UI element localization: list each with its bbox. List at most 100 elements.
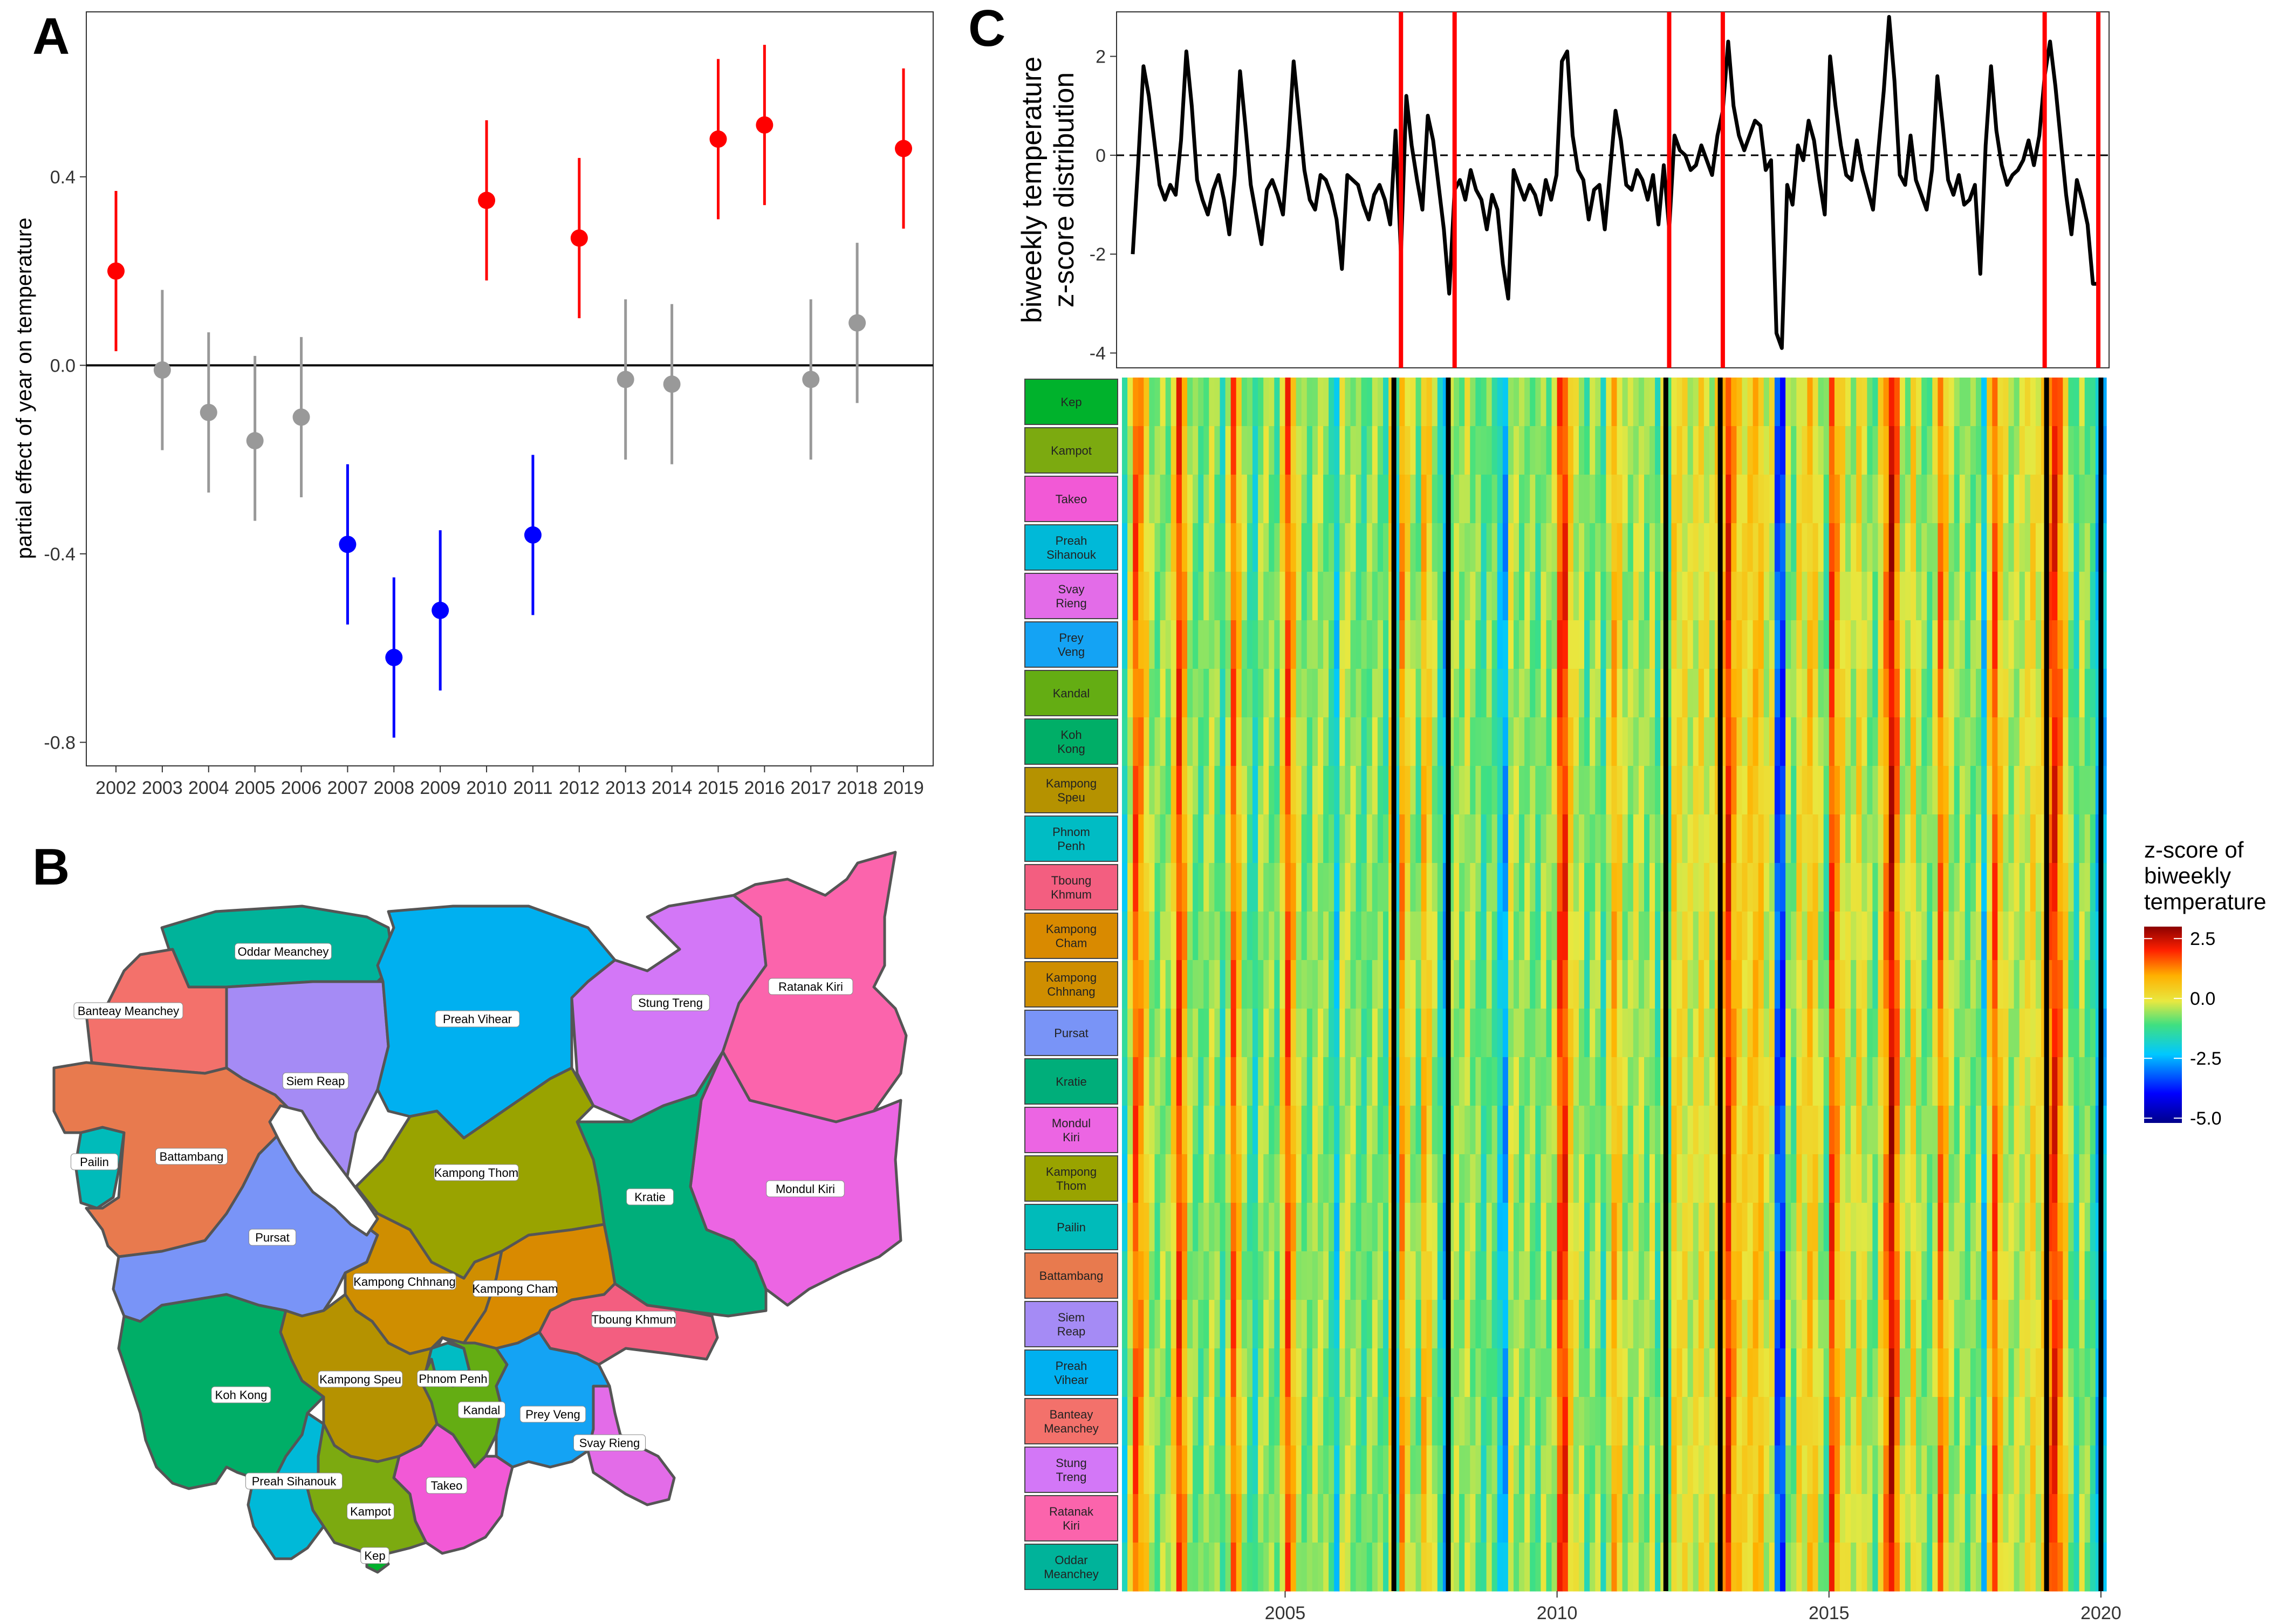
heatmap-cell <box>1638 669 1645 718</box>
heatmap-cell <box>1845 378 1851 427</box>
heatmap-cell <box>1660 669 1666 718</box>
heatmap-cell <box>1671 1251 1678 1300</box>
row-strip-label: Rieng <box>1056 597 1086 610</box>
heatmap-cell <box>1399 717 1405 766</box>
heatmap-cell <box>1992 1348 1998 1397</box>
heatmap-cell <box>1579 1445 1585 1495</box>
heatmap-cell <box>1176 912 1182 961</box>
heatmap-cell <box>1742 426 1748 475</box>
heatmap-cell <box>1361 960 1367 1009</box>
heatmap-cell <box>1519 717 1525 766</box>
heatmap-cell <box>1345 572 1351 621</box>
heatmap-cell <box>2035 1445 2042 1495</box>
heatmap-cell <box>1834 1251 1840 1300</box>
heatmap-cell <box>1627 814 1634 864</box>
heatmap-cell <box>1171 1057 1177 1106</box>
heatmap-cell <box>1916 1348 1922 1397</box>
heatmap-cell <box>2084 523 2091 572</box>
heatmap-cell <box>2073 378 2080 427</box>
legend-tick-label: 0.0 <box>2190 989 2215 1009</box>
heatmap-cell <box>1839 1397 1846 1446</box>
heatmap-cell <box>1753 1009 1759 1058</box>
heatmap-cell <box>1758 426 1764 475</box>
heatmap-cell <box>1415 1300 1422 1349</box>
heatmap-cell <box>1899 1543 1906 1592</box>
map-label-box <box>155 1148 228 1165</box>
heatmap-cell <box>1350 1494 1357 1543</box>
heatmap-cell <box>1747 766 1754 815</box>
row-strip-label: Takeo <box>1056 492 1087 506</box>
heatmap-cell <box>1366 669 1373 718</box>
heatmap-cell <box>2052 766 2058 815</box>
map-label: Banteay Meanchey <box>73 1002 183 1019</box>
heatmap-cell <box>1579 1154 1585 1203</box>
heatmap-cell <box>1470 669 1476 718</box>
heatmap-cell <box>1366 1009 1373 1058</box>
heatmap-cell <box>1726 1300 1731 1349</box>
heatmap-cell <box>1878 475 1884 524</box>
heatmap-cell <box>1676 912 1683 961</box>
heatmap-cell <box>2019 766 2025 815</box>
heatmap-cell <box>1176 960 1182 1009</box>
heatmap-cell <box>1171 1154 1177 1203</box>
heatmap-cell <box>1454 1397 1460 1446</box>
heatmap-cell <box>1573 717 1579 766</box>
heatmap-cell <box>2024 766 2031 815</box>
heatmap-cell <box>1127 1494 1133 1543</box>
heatmap-cell <box>1834 1445 1840 1495</box>
estimate-point <box>848 314 866 332</box>
heatmap-cell <box>1703 912 1710 961</box>
heatmap-cell <box>1927 717 1933 766</box>
heatmap-cell <box>1442 426 1449 475</box>
heatmap-cell <box>1883 766 1890 815</box>
heatmap-cell <box>1644 475 1650 524</box>
heatmap-cell <box>1959 1203 1966 1252</box>
heatmap-cell <box>2090 863 2096 912</box>
heatmap-cell <box>1176 475 1182 524</box>
heatmap-cell <box>1590 1203 1596 1252</box>
heatmap-cell <box>1916 1543 1922 1592</box>
heatmap-cell <box>2052 426 2058 475</box>
heatmap-cell <box>1181 523 1188 572</box>
heatmap-cell <box>1546 1300 1552 1349</box>
heatmap-cell <box>1296 1300 1302 1349</box>
heatmap-cell <box>1655 1251 1661 1300</box>
heatmap-cell <box>1290 766 1297 815</box>
heatmap-cell <box>1943 1057 1949 1106</box>
heatmap-cell <box>2035 572 2042 621</box>
heatmap-cell <box>1290 1251 1297 1300</box>
heatmap-cell <box>2019 669 2025 718</box>
heatmap-cell <box>1818 1397 1824 1446</box>
heatmap-cell <box>1742 1057 1748 1106</box>
heatmap-cell <box>1318 1397 1324 1446</box>
heatmap-cell <box>1655 1300 1661 1349</box>
heatmap-cell <box>2024 960 2031 1009</box>
map-label: Kampong Chhnang <box>353 1273 456 1290</box>
heatmap-cell <box>1193 1251 1199 1300</box>
heatmap-cell <box>1334 1543 1340 1592</box>
heatmap-cell <box>1867 1397 1873 1446</box>
heatmap-cell <box>1633 523 1639 572</box>
heatmap-cell <box>1519 863 1525 912</box>
heatmap-cell <box>1193 912 1199 961</box>
heatmap-cell <box>1290 1397 1297 1446</box>
heatmap-cell <box>1911 1106 1916 1155</box>
heatmap-cell <box>1350 1397 1357 1446</box>
heatmap-cell <box>1763 1348 1770 1397</box>
heatmap-cell <box>1203 426 1209 475</box>
heatmap-cell <box>1323 378 1329 427</box>
heatmap-cell <box>1176 426 1182 475</box>
heatmap-cell <box>1274 863 1280 912</box>
heatmap-cell <box>1611 912 1618 961</box>
heatmap-cell <box>1682 717 1688 766</box>
heatmap-cell <box>2046 572 2052 621</box>
heatmap-cell <box>1263 814 1269 864</box>
heatmap-cell <box>1981 1203 1987 1252</box>
heatmap-cell <box>1258 620 1264 669</box>
heatmap-cell <box>1970 669 1976 718</box>
heatmap-cell <box>1791 572 1797 621</box>
heatmap-cell <box>1263 426 1269 475</box>
heatmap-cell <box>1845 620 1851 669</box>
heatmap-cell <box>1133 1300 1139 1349</box>
heatmap-cell <box>1970 620 1976 669</box>
